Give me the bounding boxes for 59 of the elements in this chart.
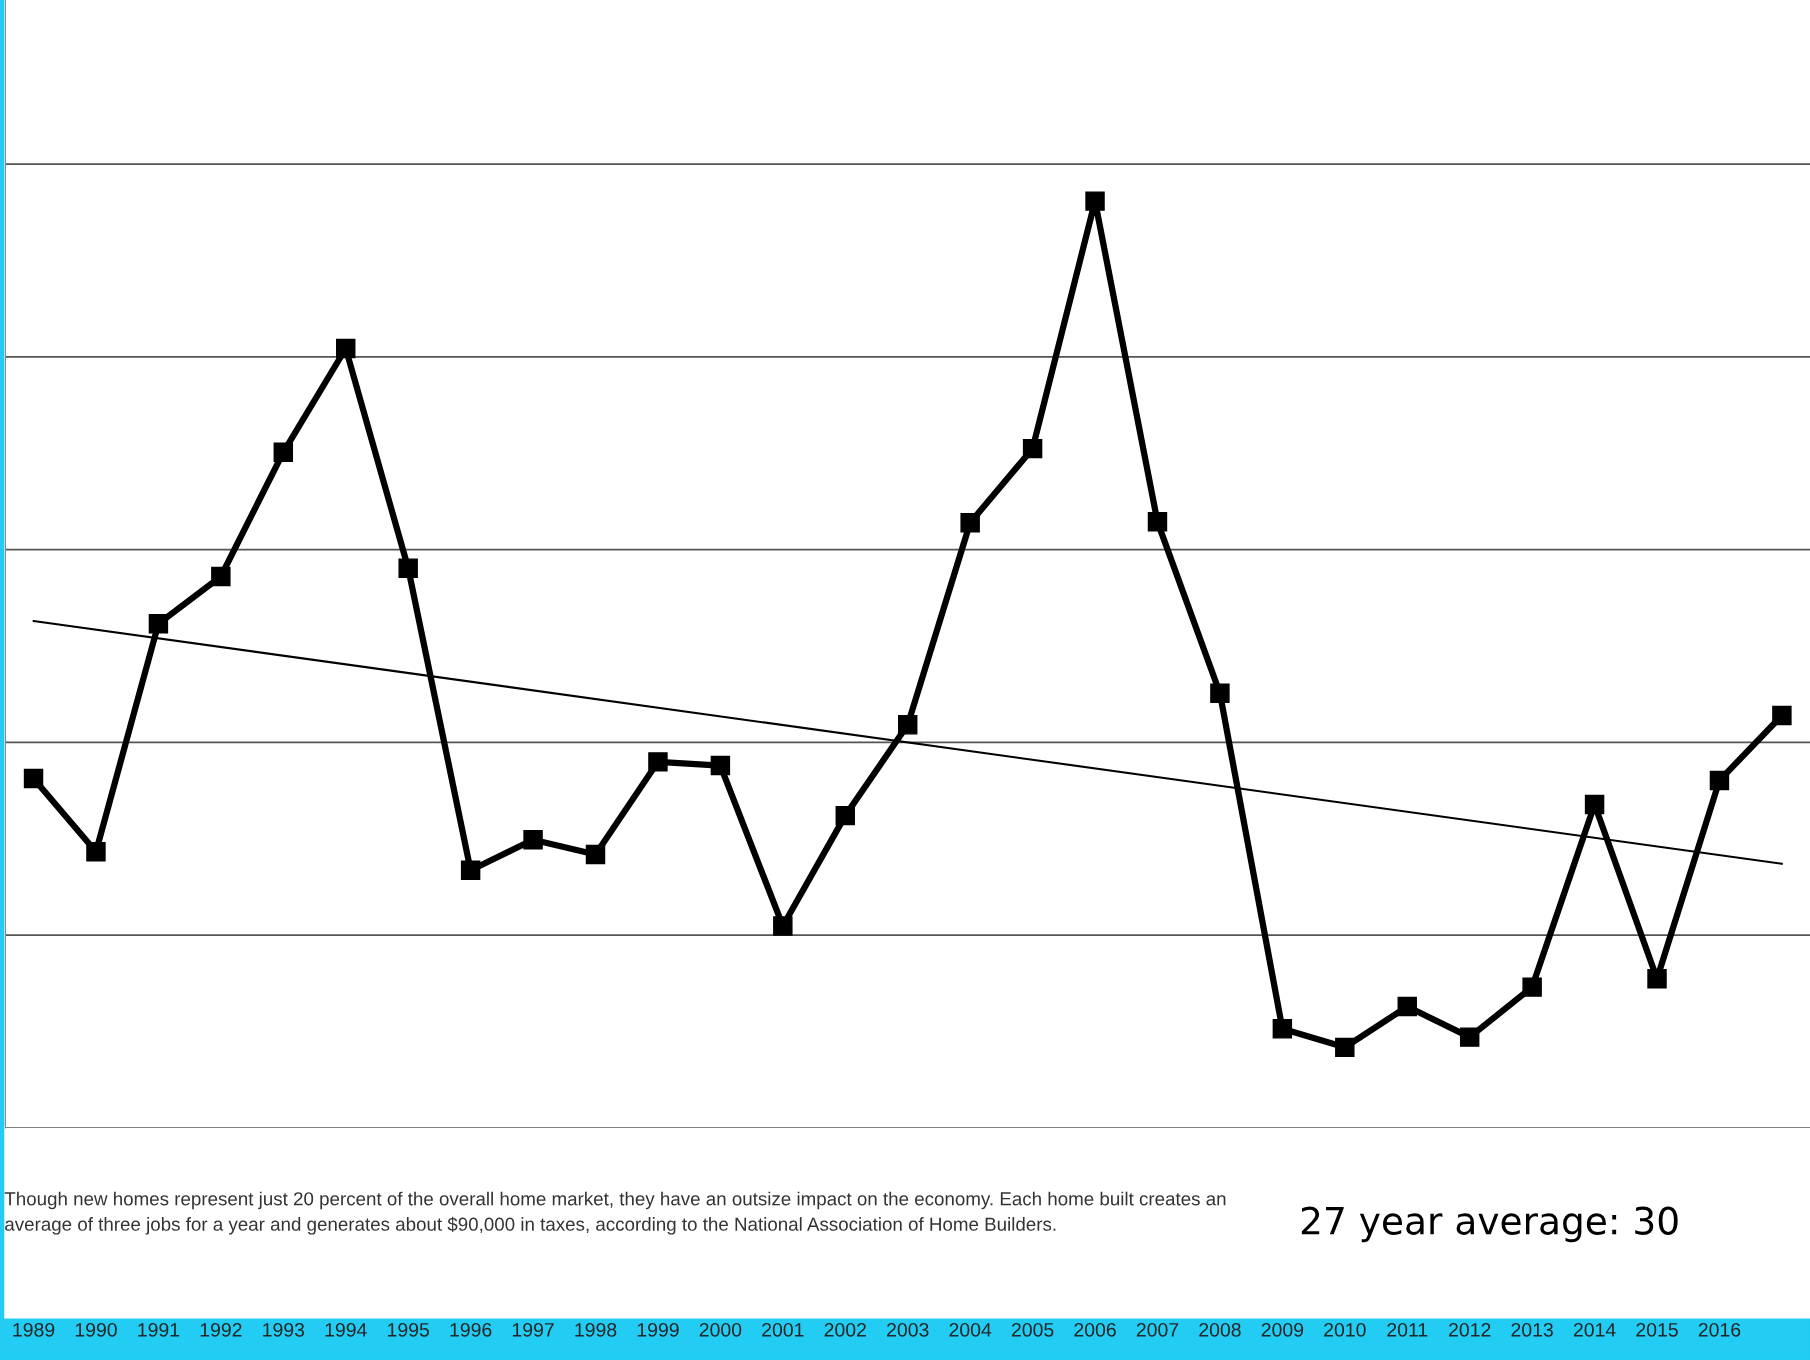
point (148, 614, 169, 634)
point (523, 830, 543, 850)
x-tick-label: 2001 (762, 1322, 804, 1337)
x-tick-label: 1995 (388, 1322, 429, 1337)
x-tick-label: 2010 (1324, 1322, 1366, 1337)
point (1522, 977, 1542, 997)
x-tick-label: 1989 (13, 1322, 55, 1337)
x-tick-label: 2000 (699, 1322, 742, 1337)
point (211, 566, 231, 587)
point (336, 338, 356, 359)
x-tick-label: 2012 (1449, 1322, 1491, 1337)
x-tick-label: 2009 (1261, 1322, 1304, 1337)
x-tick-label: 1991 (138, 1322, 180, 1337)
point (1459, 1027, 1480, 1047)
point (648, 752, 668, 772)
point (1335, 1037, 1355, 1058)
x-tick-label: 1997 (512, 1322, 554, 1337)
x-tick-label: 2002 (824, 1322, 866, 1337)
point (86, 842, 106, 862)
point (23, 768, 44, 789)
x-tick-label: 2005 (1011, 1322, 1054, 1337)
x-tick-label: 1996 (450, 1322, 492, 1337)
point (1647, 969, 1667, 989)
point (585, 844, 606, 865)
x-tick-label: 2007 (1136, 1322, 1179, 1337)
point (1085, 191, 1105, 211)
point (1709, 770, 1730, 791)
x-tick-label: 2004 (949, 1322, 992, 1337)
x-tick-label: 2014 (1573, 1322, 1616, 1337)
x-tick-label: 1999 (637, 1322, 679, 1337)
x-tick-label: 2015 (1636, 1322, 1678, 1337)
point (1022, 438, 1043, 459)
point (398, 558, 418, 578)
point (273, 442, 294, 463)
point (1584, 794, 1605, 815)
x-tick-label: 1993 (263, 1322, 305, 1337)
x-tick-label: 1994 (325, 1322, 367, 1337)
point (460, 860, 481, 881)
point (773, 916, 793, 936)
x-tick-label: 2003 (887, 1322, 929, 1337)
x-tick-label: 2013 (1511, 1322, 1553, 1337)
x-tick-label: 2016 (1698, 1322, 1741, 1337)
x-tick-label: 2011 (1387, 1322, 1428, 1337)
point (1147, 512, 1168, 532)
x-tick-label: 2008 (1199, 1322, 1241, 1337)
x-tick-label: 1998 (575, 1322, 617, 1337)
point (835, 805, 855, 826)
point (1272, 1019, 1293, 1039)
point (710, 755, 731, 776)
x-tick-label: 2006 (1074, 1322, 1116, 1337)
point (960, 513, 980, 533)
point (1210, 683, 1230, 704)
point (1397, 996, 1417, 1017)
point (897, 715, 918, 735)
text: Though new homes represent just 20 percent of the overall home market, they have an outsize impact on the economy. Each home built creates an average of three jobs for a year and generates about $90,000 in taxes, according to the National Association of Home Builders. (4, 1191, 1226, 1235)
x-tick-label: 1992 (200, 1322, 242, 1337)
x-tick-label: 1990 (75, 1322, 117, 1337)
text: 27 year average: 30 (1301, 1206, 1678, 1243)
point (1772, 705, 1792, 726)
